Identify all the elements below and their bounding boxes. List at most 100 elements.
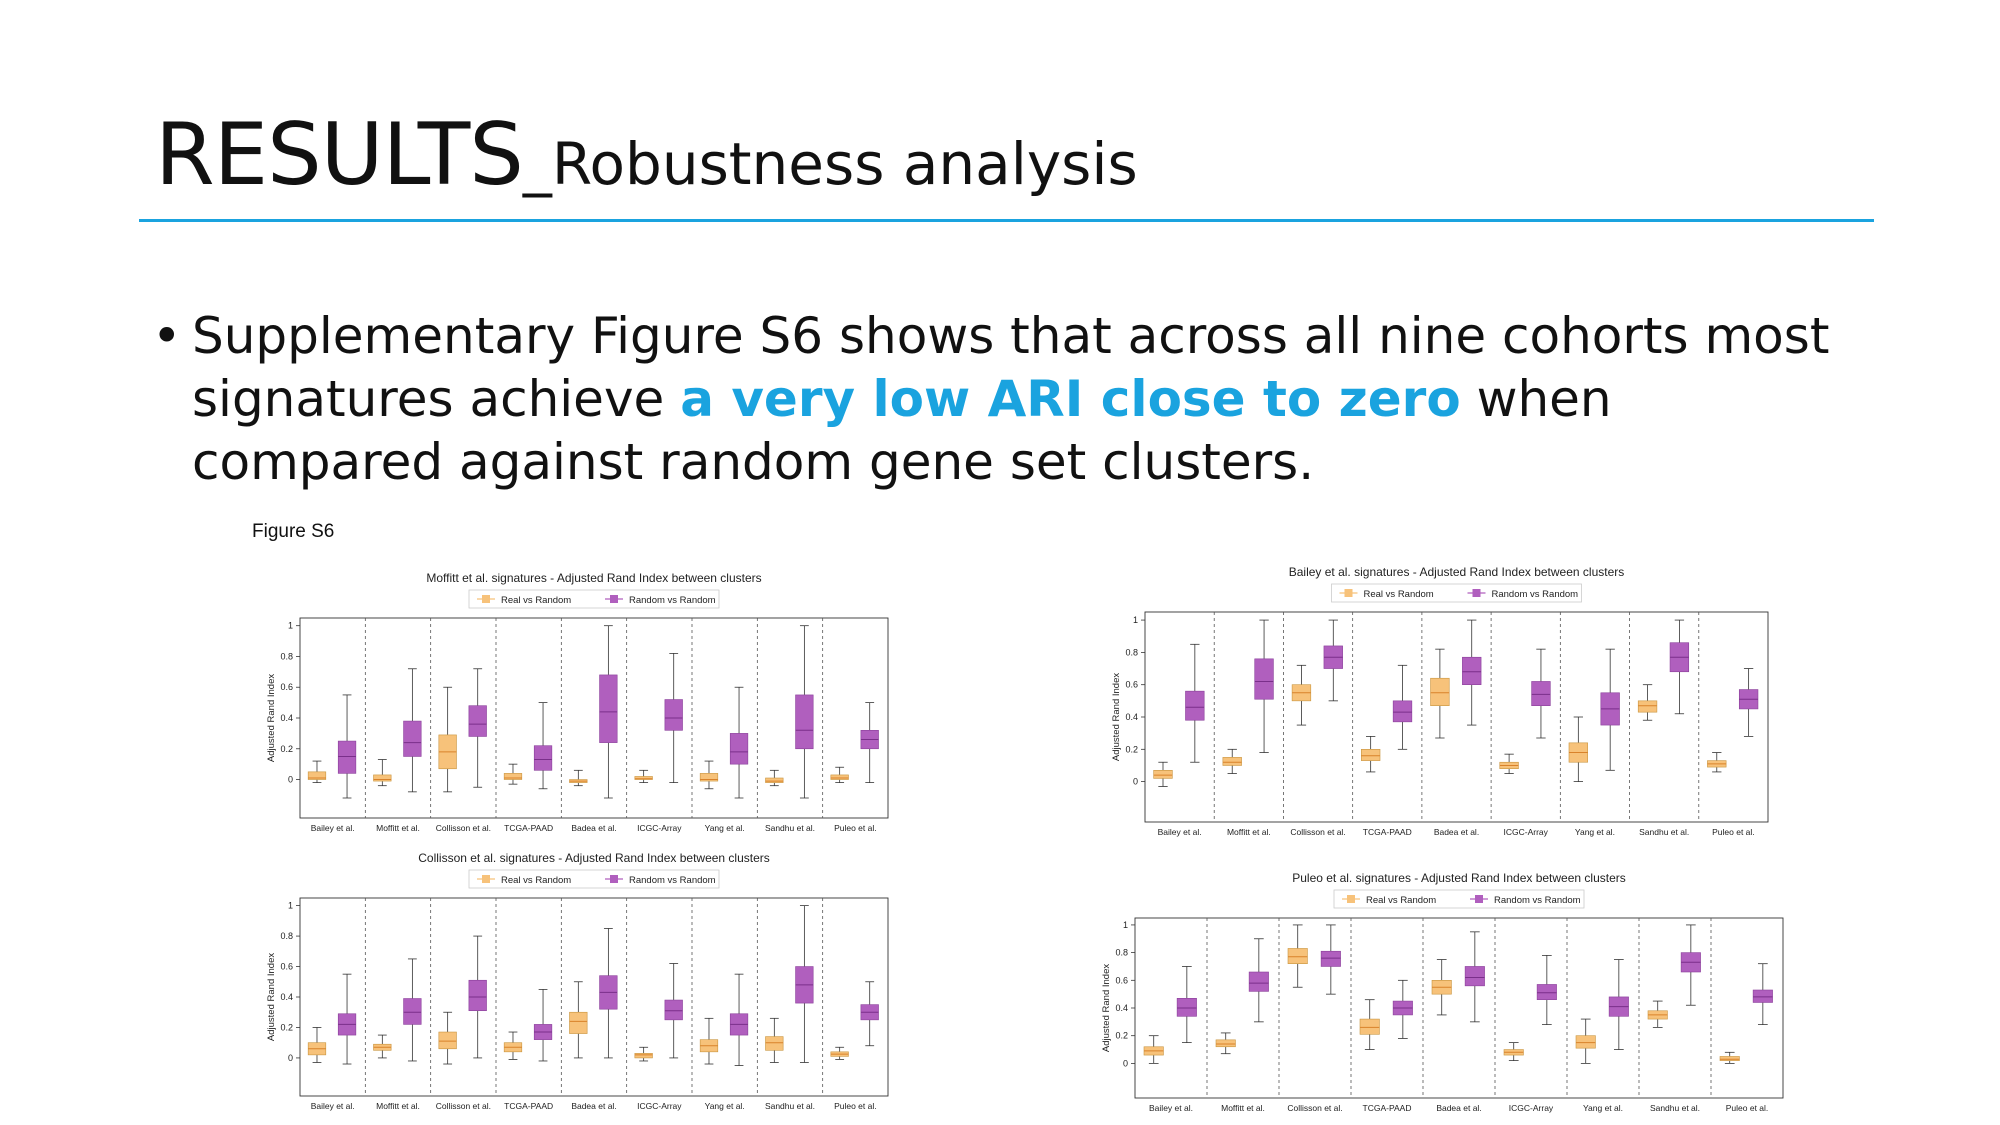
x-tick-label: Bailey et al. [1158, 827, 1202, 837]
chart-legend: Real vs Random Random vs Random [468, 589, 720, 609]
x-tick-label: TCGA-PAAD [504, 1101, 553, 1111]
legend-label: Random vs Random [629, 595, 716, 606]
box-plot-item [795, 625, 814, 799]
box-plot-item [1248, 938, 1269, 1023]
legend-swatch [1475, 895, 1483, 903]
box-plot-item [1637, 684, 1658, 721]
box-plot-item [1738, 668, 1759, 737]
box-iqr [1215, 1039, 1236, 1048]
box-plot-item [634, 1046, 653, 1062]
legend-label: Real vs Random [501, 875, 571, 886]
chart-title: Collisson et al. signatures - Adjusted R… [418, 851, 770, 865]
bullet-highlight: a very low ARI close to zero [680, 370, 1461, 428]
box-plot-item [1680, 924, 1701, 1006]
y-tick-label: 1 [288, 621, 293, 631]
box-plot-item [1647, 1000, 1668, 1028]
box-iqr [729, 733, 749, 765]
box-plot-item [1143, 1035, 1164, 1064]
box-plot-item [1287, 924, 1308, 988]
x-tick-label: ICGC-Array [637, 1101, 682, 1111]
x-tick-label: Collisson et al. [436, 823, 491, 833]
y-axis-label: Adjusted Rand Index [266, 674, 277, 762]
box-iqr [503, 773, 523, 780]
box-plot-item [1536, 954, 1557, 1026]
y-tick-label: 0.6 [1115, 975, 1128, 985]
x-tick-label: Yang et al. [705, 1101, 745, 1111]
box-iqr [533, 745, 553, 771]
x-tick-label: Collisson et al. [1290, 827, 1345, 837]
box-iqr [699, 773, 719, 782]
box-plot-item [1752, 963, 1773, 1026]
box-iqr [765, 1036, 784, 1051]
legend-frame [468, 869, 720, 889]
box-plot-item [795, 905, 814, 1063]
box-plot-item [1462, 619, 1482, 726]
y-tick-label: 0.6 [1125, 680, 1138, 690]
x-tick-label: Sandhu et al. [1650, 1103, 1700, 1113]
box-plot-item [533, 702, 553, 790]
box-plot-item [860, 981, 879, 1047]
box-iqr [664, 999, 683, 1021]
box-plot-item [1719, 1051, 1740, 1064]
box-plot-item [1600, 648, 1620, 771]
y-tick-label: 0 [1123, 1058, 1128, 1068]
box-plot-item [860, 702, 879, 784]
slide-title: RESULTS_Robustness analysis [155, 112, 1138, 198]
box-iqr [403, 720, 422, 757]
x-tick-label: Bailey et al. [1149, 1103, 1193, 1113]
box-iqr [1222, 757, 1242, 766]
box-plot-item [1215, 1032, 1236, 1055]
chart-legend: Real vs Random Random vs Random [1333, 889, 1585, 909]
box-iqr [569, 1011, 588, 1034]
y-tick-label: 0.6 [280, 682, 293, 692]
box-iqr [1320, 950, 1341, 967]
x-tick-label: Badea et al. [1436, 1103, 1481, 1113]
box-plot-item [1392, 979, 1413, 1039]
legend-label: Real vs Random [1366, 895, 1436, 906]
legend-swatch [1344, 589, 1353, 597]
box-iqr [403, 998, 422, 1025]
box-plot-item [729, 973, 749, 1066]
box-iqr [1719, 1056, 1740, 1061]
x-tick-label: TCGA-PAAD [504, 823, 553, 833]
box-iqr [765, 777, 784, 783]
box-plot-item [1254, 619, 1274, 753]
box-iqr [1575, 1035, 1596, 1049]
box-iqr [337, 740, 357, 774]
y-axis-label: Adjusted Rand Index [1111, 673, 1122, 761]
box-plot-item [765, 1017, 784, 1063]
legend-label: Random vs Random [1492, 589, 1579, 600]
x-tick-label: Yang et al. [1575, 827, 1615, 837]
legend-swatch [610, 595, 618, 603]
box-iqr [1287, 948, 1308, 964]
box-plot-item [1707, 752, 1727, 773]
x-tick-label: ICGC-Array [637, 823, 682, 833]
box-plot-item [1185, 643, 1205, 763]
box-plot-item [1503, 1042, 1524, 1062]
x-tick-label: Collisson et al. [436, 1101, 491, 1111]
x-tick-label: Yang et al. [705, 823, 745, 833]
x-tick-label: Moffitt et al. [1221, 1103, 1265, 1113]
plot-frame [1134, 917, 1784, 1099]
slide-title-main: RESULTS [155, 105, 524, 205]
box-iqr [634, 1053, 653, 1059]
box-iqr [1254, 658, 1274, 700]
box-plot-item [830, 1046, 849, 1060]
box-iqr [1361, 749, 1381, 761]
legend-swatch [610, 875, 618, 883]
legend-label: Real vs Random [501, 595, 571, 606]
y-tick-label: 0.8 [1115, 948, 1128, 958]
box-plot-item [1361, 735, 1381, 773]
box-iqr [599, 674, 618, 743]
box-plot-item [1176, 966, 1197, 1044]
box-plot-item [438, 1011, 457, 1065]
box-iqr [664, 699, 683, 731]
box-iqr [1752, 989, 1773, 1003]
box-plot-item [1222, 748, 1242, 774]
chart-legend: Real vs Random Random vs Random [1331, 583, 1582, 603]
box-plot-item [373, 759, 392, 787]
box-plot-item [599, 928, 618, 1059]
x-tick-label: Puleo et al. [834, 1101, 877, 1111]
x-tick-label: Bailey et al. [311, 1101, 355, 1111]
box-plot-item [765, 769, 784, 787]
